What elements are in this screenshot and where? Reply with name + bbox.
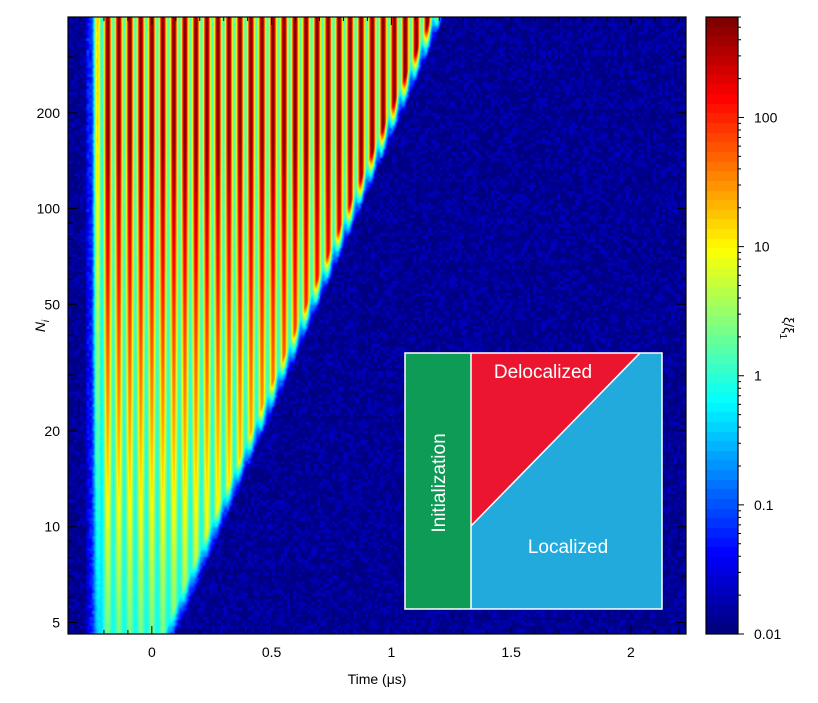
inset-delocalized-label: Delocalized	[494, 362, 592, 383]
colorbar-tick-label: 100	[754, 109, 778, 125]
y-axis-label-subscript: i	[41, 319, 52, 322]
inset-frame	[404, 352, 663, 610]
y-tick-label: 200	[37, 105, 61, 121]
plot-frame	[67, 16, 687, 635]
colorbar-tick-label: 0.01	[754, 626, 781, 642]
colorbar-label: ξ/ξ1	[777, 317, 797, 339]
heatmap	[68, 17, 686, 634]
y-tick-label: 100	[37, 201, 61, 217]
y-tick-label: 20	[44, 423, 60, 439]
colorbar-tick-label: 1	[754, 368, 762, 384]
inset-localized-region	[471, 353, 662, 609]
colorbar-tick-label: 0.1	[754, 497, 774, 513]
y-tick-labels: 5 10 20 50 100 200	[37, 105, 61, 631]
x-tick-label: 1.5	[501, 644, 521, 660]
colorbar-tick-labels: 0.01 0.1 1 10 100	[754, 109, 781, 642]
colorbar-frame	[705, 16, 739, 635]
colorbar-ticks	[738, 16, 744, 635]
colorbar-label-main: ξ/ξ	[781, 317, 797, 333]
x-tick-label: 0	[148, 644, 156, 660]
x-tick-labels: 0 0.5 1 1.5 2	[148, 644, 635, 660]
axis-ticks	[68, 16, 686, 634]
colorbar-gradient	[706, 17, 738, 634]
inset-localized-label: Localized	[528, 537, 608, 558]
x-tick-label: 1	[387, 644, 395, 660]
regime-inset: Initialization Delocalized Localized	[404, 352, 663, 610]
y-axis-label: Ni	[32, 319, 52, 332]
inset-divider-diagonal	[470, 352, 641, 527]
colorbar-tick-label: 10	[754, 239, 770, 255]
y-tick-label: 5	[52, 614, 60, 630]
inset-initialization-label: Initialization	[429, 433, 450, 532]
inset-initialization-region	[405, 353, 471, 609]
y-tick-label: 10	[44, 519, 60, 535]
x-tick-label: 2	[627, 644, 635, 660]
x-tick-label: 0.5	[262, 644, 282, 660]
y-axis-label-main: N	[32, 321, 48, 332]
x-axis-label: Time (μs)	[348, 671, 407, 687]
colorbar-label-subscript: 1	[777, 333, 788, 339]
y-tick-label: 50	[44, 296, 60, 312]
